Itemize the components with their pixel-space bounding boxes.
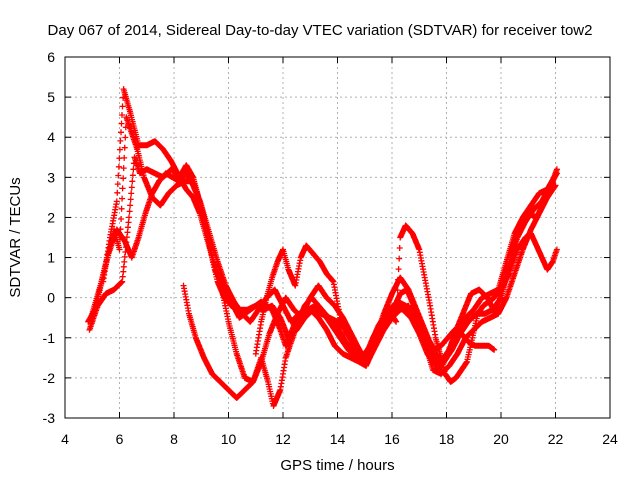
y-tick-label: -3: [43, 410, 56, 426]
x-tick-label: 6: [116, 431, 124, 447]
chart-title: Day 067 of 2014, Sidereal Day-to-day VTE…: [48, 22, 593, 39]
x-tick-label: 22: [548, 431, 564, 447]
series-track-d: [100, 86, 558, 385]
y-axis-label: SDTVAR / TECUs: [7, 177, 24, 297]
x-axis-label: GPS time / hours: [280, 457, 394, 474]
y-tick-label: 4: [47, 129, 55, 145]
plus-markers: [100, 86, 558, 385]
y-tick-label: 6: [47, 49, 55, 65]
x-tick-label: 18: [439, 431, 455, 447]
x-tick-label: 20: [493, 431, 509, 447]
x-tick-label: 12: [275, 431, 291, 447]
x-tick-label: 24: [602, 431, 618, 447]
y-tick-label: 2: [47, 209, 55, 225]
plus-markers: [252, 222, 560, 385]
x-tick-label: 10: [221, 431, 237, 447]
y-tick-label: -1: [43, 330, 56, 346]
plus-markers: [89, 114, 560, 373]
y-tick-label: 3: [47, 169, 55, 185]
x-tick-label: 14: [330, 431, 346, 447]
y-tick-label: 1: [47, 250, 55, 266]
series-track-c: [89, 114, 560, 373]
y-tick-label: 0: [47, 290, 55, 306]
x-tick-label: 8: [170, 431, 178, 447]
x-tick-label: 16: [384, 431, 400, 447]
y-tick-label: 5: [47, 89, 55, 105]
data-points: [85, 86, 560, 409]
y-tick-label: -2: [43, 370, 56, 386]
series-track-f: [252, 222, 560, 385]
x-tick-label: 4: [61, 431, 69, 447]
grid-lines: [65, 57, 610, 418]
